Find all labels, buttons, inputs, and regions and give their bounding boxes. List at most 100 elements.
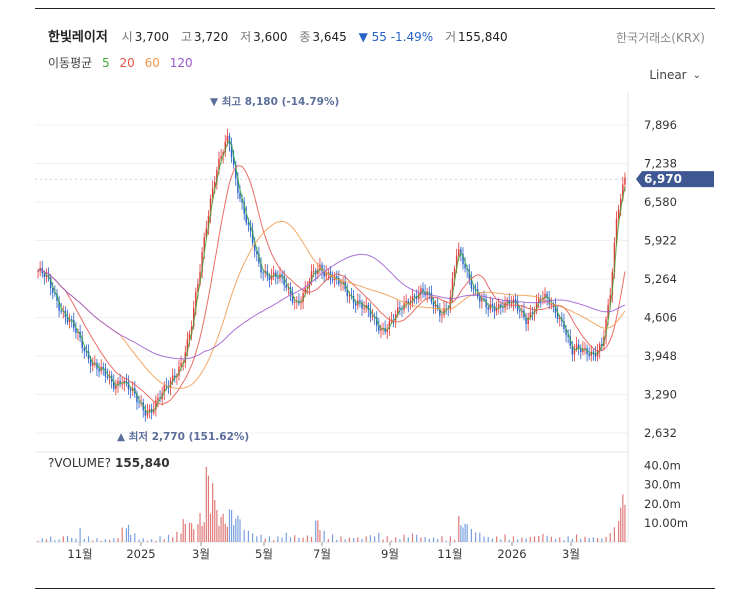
volume-bar	[571, 538, 573, 542]
candle-body	[251, 230, 254, 243]
candle-body	[495, 308, 498, 312]
ma-5[interactable]: 5	[102, 56, 110, 70]
volume-bar	[193, 529, 195, 542]
ma-120[interactable]: 120	[169, 56, 193, 70]
ma-20[interactable]: 20	[119, 56, 135, 70]
candle-body	[253, 242, 256, 252]
candle-body	[441, 314, 443, 316]
volume-bar	[517, 539, 519, 542]
x-tick-label: 11월	[67, 547, 92, 561]
candle-body	[207, 215, 210, 229]
candle-body	[66, 317, 69, 323]
candle-body	[462, 253, 464, 265]
volume-bar	[357, 537, 359, 542]
volume-bar	[247, 530, 250, 542]
volume-bar	[66, 535, 69, 542]
volume-bar	[184, 523, 186, 542]
volume-bar	[281, 537, 283, 542]
volume-bar	[294, 535, 296, 542]
candle-body	[567, 335, 569, 337]
volume-bar	[500, 539, 502, 542]
y-tick-label: 2,632	[644, 426, 677, 440]
candle-body	[199, 271, 201, 284]
candle-body	[535, 302, 538, 311]
volume-bar	[83, 538, 85, 542]
candle-body	[594, 353, 597, 357]
candle-body	[493, 306, 496, 312]
volume-tick-label: 30.0m	[644, 478, 681, 492]
y-tick-label: 5,264	[644, 272, 677, 286]
volume-tick-label: 40.0m	[644, 459, 681, 473]
candle-body	[546, 293, 548, 299]
candle-body	[37, 271, 39, 273]
candle-body	[352, 296, 355, 304]
volume-bar	[216, 509, 218, 542]
volume-bar	[620, 507, 622, 542]
ma-60[interactable]: 60	[144, 56, 160, 70]
volume-bar	[214, 499, 216, 542]
candle-body	[268, 275, 271, 280]
volume-bar	[407, 537, 409, 542]
volume-bar	[125, 528, 128, 542]
candle-body	[312, 270, 315, 272]
candle-body	[180, 362, 182, 367]
candle-body	[497, 304, 500, 309]
candle-body	[620, 198, 622, 210]
volume-tick-label: 10.00m	[644, 516, 688, 530]
y-tick-label: 6,580	[644, 195, 677, 209]
volume-bar	[127, 524, 130, 542]
candle-body	[188, 334, 191, 340]
candle-body	[325, 272, 327, 277]
bottom-rule	[35, 588, 715, 589]
volume-bar	[331, 534, 334, 542]
volume-bar	[466, 524, 468, 542]
volume-bar	[592, 537, 594, 542]
candle-body	[277, 276, 279, 279]
volume-bar	[567, 536, 569, 542]
volume-bar	[605, 536, 607, 542]
volume-bar	[521, 537, 523, 542]
y-tick-label: 5,922	[644, 234, 677, 248]
candle-body	[361, 302, 363, 309]
volume-bar	[268, 536, 271, 542]
volume-bar	[445, 540, 447, 542]
candle-body	[52, 287, 54, 293]
volume-bar	[609, 533, 611, 542]
volume-tick-label: 20.0m	[644, 497, 681, 511]
candle-body	[582, 348, 584, 353]
volume-bar	[151, 539, 153, 542]
volume-bar	[54, 540, 56, 542]
scale-dropdown[interactable]: Linear ⌄	[649, 68, 701, 82]
volume-bar	[172, 537, 174, 542]
candle-body	[573, 349, 576, 355]
candle-body	[218, 158, 220, 171]
exchange-label: 한국거래소(KRX)	[616, 31, 705, 45]
volume-bar	[584, 536, 586, 542]
candle-body	[409, 302, 412, 305]
volume-bar	[483, 536, 485, 542]
volume-bar	[365, 536, 367, 542]
low-label: 저	[240, 30, 252, 44]
volume-bar	[508, 539, 510, 542]
candle-body	[483, 298, 485, 300]
volume-bar	[104, 539, 106, 542]
volume-bar	[117, 538, 119, 542]
y-tick-label: 3,290	[644, 388, 677, 402]
candle-body	[556, 312, 559, 319]
candle-body	[75, 328, 77, 333]
volume-bar	[87, 536, 90, 542]
volume-bar	[618, 521, 620, 542]
volume-bar	[71, 537, 73, 542]
high-value: 3,720	[193, 30, 229, 44]
candle-body	[472, 288, 475, 290]
candle-body	[369, 309, 372, 317]
candle-body	[563, 321, 565, 329]
candle-body	[550, 304, 553, 306]
volume-bar	[41, 538, 43, 542]
candle-body	[237, 178, 239, 193]
candle-body	[220, 155, 222, 159]
candle-body	[144, 410, 147, 416]
candle-body	[491, 304, 494, 307]
candle-body	[470, 278, 473, 289]
